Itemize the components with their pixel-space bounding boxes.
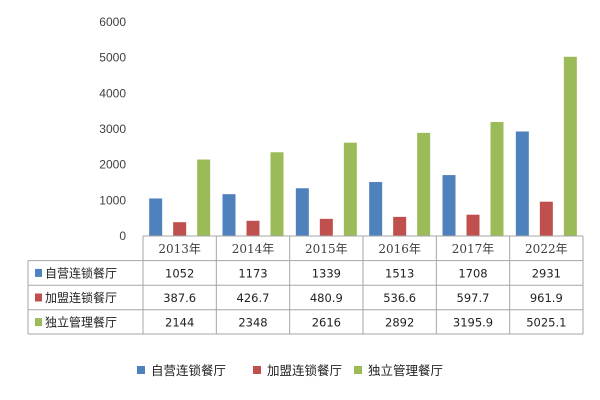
y-tick-label-2: 2000 [99,158,126,172]
bar-2-3 [417,132,431,236]
data-label-0-4: 1708 [458,266,487,280]
data-label-2-4: 3195.9 [453,316,493,330]
bar-0-4 [442,175,456,236]
data-label-1-2: 480.9 [310,291,343,305]
category-label-1: 2014年 [232,242,275,256]
legend-swatch-1 [253,366,261,374]
data-label-1-0: 387.6 [163,291,196,305]
data-label-2-1: 2348 [238,316,267,330]
y-tick-label-4: 4000 [99,86,126,100]
data-label-0-5: 2931 [532,266,561,280]
bar-2-4 [490,122,504,236]
legend-label-2: 独立管理餐厅 [368,363,443,378]
bars [149,56,577,236]
legend-swatch-0 [137,366,145,374]
data-label-2-0: 2144 [165,316,194,330]
data-label-0-1: 1173 [238,266,267,280]
legend: 自营连锁餐厅 加盟连锁餐厅 独立管理餐厅 [137,363,443,378]
legend-label-1: 加盟连锁餐厅 [267,363,342,378]
data-label-1-3: 536.6 [383,291,416,305]
category-label-2: 2015年 [305,242,348,256]
row-key-1 [35,293,42,302]
data-label-2-2: 2616 [312,316,341,330]
data-label-2-5: 5025.1 [526,316,566,330]
bar-0-3 [369,182,383,236]
bar-0-2 [295,188,309,236]
y-tick-label-3: 3000 [99,122,126,136]
row-key-2 [35,318,42,327]
legend-label-0: 自营连锁餐厅 [151,363,226,378]
category-label-3: 2016年 [378,242,421,256]
y-axis: 0 1000 2000 3000 4000 5000 6000 [99,15,126,243]
bar-1-4 [466,214,480,236]
row-key-0 [35,268,42,277]
bar-2-5 [563,56,577,236]
y-tick-label-5: 5000 [99,51,126,65]
data-label-1-1: 426.7 [237,291,270,305]
category-label-5: 2022年 [525,242,568,256]
bar-1-1 [246,220,260,236]
category-label-4: 2017年 [452,242,495,256]
y-tick-label-6: 6000 [99,15,126,29]
bar-2-2 [343,142,357,236]
y-tick-label-0: 0 [119,229,126,243]
bar-2-0 [197,159,211,236]
legend-swatch-2 [354,366,362,374]
bar-1-0 [173,222,187,236]
row-label-0: 自营连锁餐厅 [45,265,117,280]
bar-0-0 [149,198,163,236]
data-label-0-0: 1052 [165,266,194,280]
data-label-1-4: 597.7 [457,291,490,305]
row-label-1: 加盟连锁餐厅 [45,290,117,305]
data-label-1-5: 961.9 [530,291,563,305]
bar-0-5 [515,131,529,236]
y-tick-label-1: 1000 [99,193,126,207]
data-label-0-3: 1513 [385,266,414,280]
bar-1-2 [319,218,333,236]
data-label-2-3: 2892 [385,316,414,330]
data-label-0-2: 1339 [312,266,341,280]
bar-1-3 [393,216,407,236]
bar-0-1 [222,194,236,236]
bar-1-5 [539,201,553,236]
category-label-0: 2013年 [158,242,201,256]
bar-2-1 [270,152,284,236]
row-label-2: 独立管理餐厅 [45,315,117,330]
